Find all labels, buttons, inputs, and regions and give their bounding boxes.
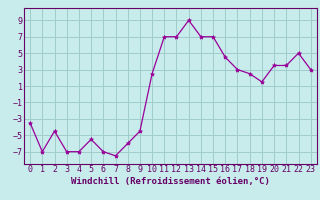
X-axis label: Windchill (Refroidissement éolien,°C): Windchill (Refroidissement éolien,°C): [71, 177, 270, 186]
